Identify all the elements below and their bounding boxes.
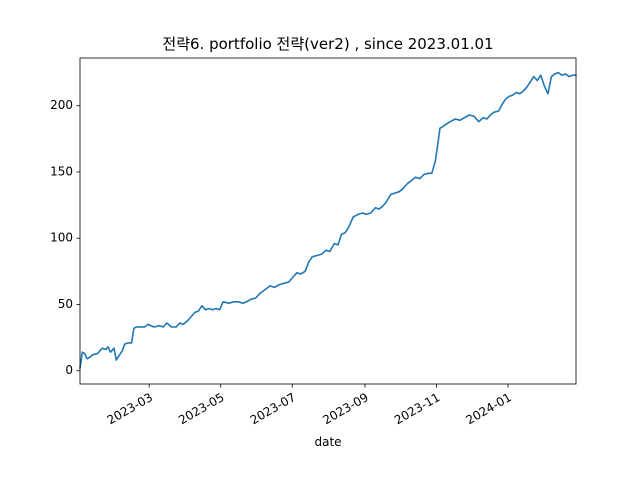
x-tick-label: 2023-05 [176,390,226,427]
y-tick-label: 50 [58,297,73,311]
x-tick-label: 2023-03 [105,390,155,427]
y-tick-label: 200 [50,98,73,112]
x-axis-label: date [314,435,341,449]
x-tick-label: 2023-09 [320,390,370,427]
y-tick-label: 100 [50,231,73,245]
x-tick-label: 2024-01 [463,390,513,427]
plot-frame [79,57,577,385]
series-line [79,71,577,369]
x-tick-label: 2023-07 [248,390,298,427]
chart-title: 전략6. portfolio 전략(ver2) , since 2023.01.… [162,35,493,53]
y-axis: 0 50 100 150 200 [50,98,80,377]
plot-area [79,57,577,385]
y-tick-label: 150 [50,164,73,178]
x-axis: 2023-03 2023-05 2023-07 2023-09 2023-11 2024-… [105,384,514,427]
x-tick-label: 2023-11 [392,390,442,427]
y-tick-label: 0 [65,363,73,377]
